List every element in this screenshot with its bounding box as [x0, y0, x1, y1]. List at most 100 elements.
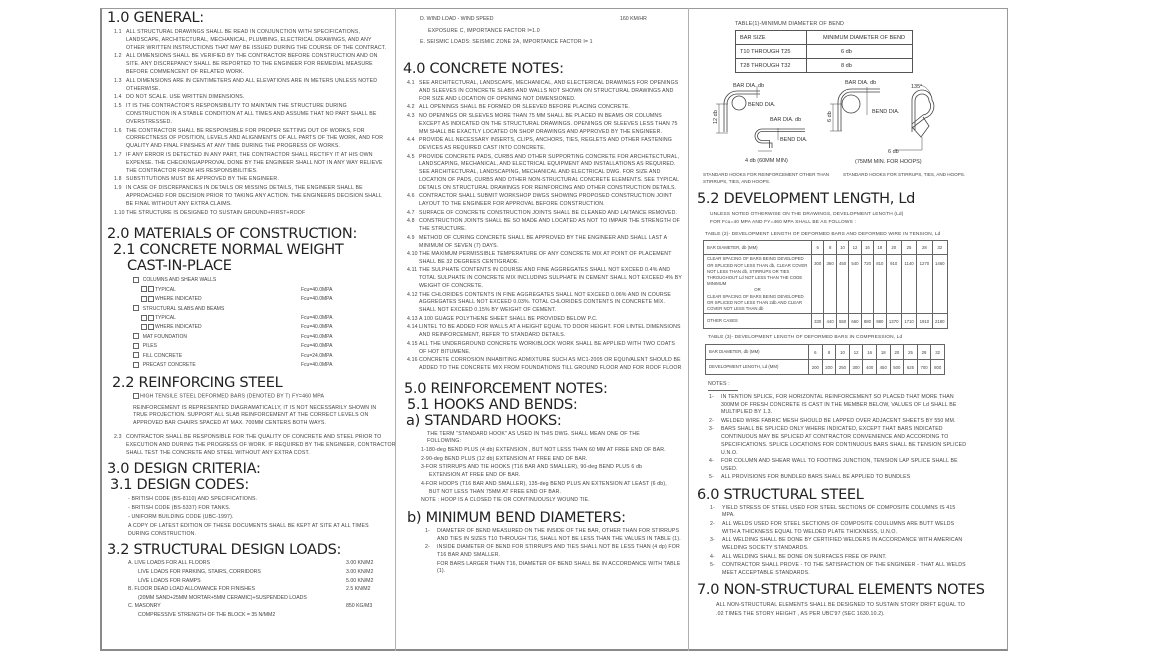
note-number: 1.7	[114, 151, 122, 158]
list-item: 4.11 THE SULPHATE CONTENTS IN COURSE AND …	[401, 267, 683, 290]
list-item: 1.1 ALL STRUCTURAL DRAWINGS SHALL BE READ…	[108, 29, 390, 52]
table-cell: 18	[875, 344, 891, 361]
note-number: 1.2	[114, 53, 122, 60]
list-item: 3- ALL WELDING SHALL BE DONE BY CERTIFIED…	[704, 537, 966, 553]
list-item: 4.8 CONSTRUCTION JOINTS SHALL BE SO MADE …	[401, 218, 683, 234]
note-text: THE SULPHATE CONTENTS IN COURSE AND FINE…	[419, 267, 682, 290]
checkbox-icon	[148, 324, 154, 331]
note-number: 2-	[710, 520, 715, 527]
section-title-concrete-notes: 4.0 CONCRETE NOTES:	[403, 61, 564, 78]
list-item: 4.10THE MAXIMUM PERMISSIBLE TEMPERATURE …	[401, 251, 683, 267]
table-cell: 1710	[900, 313, 918, 330]
material-strength: Fcu=40.0MPA	[301, 324, 333, 331]
checkbox-icon	[133, 352, 139, 359]
load-value: 5.00 KN/M2	[346, 577, 374, 584]
list-item: TYPICAL Fcu=40.0MPA	[133, 314, 383, 323]
note-number: 1.9	[114, 185, 122, 192]
checkbox-icon	[133, 393, 139, 400]
column-3: 5.2 DEVELOPMENT LENGTH, Ld UNLESS NOTED …	[697, 191, 997, 619]
note-text: THE CONTRACTOR SHALL BE RESPONSIBLE FOR …	[126, 127, 384, 150]
note-number: 2.3	[114, 433, 122, 440]
note-number: 1-	[709, 393, 714, 400]
table-cell: 300	[848, 359, 864, 376]
list-item: 4- FOR COLUMN AND SHEAR WALL TO FOOTING J…	[703, 458, 971, 474]
label-12db: 12 db	[713, 110, 719, 124]
list-item: 4.1 SEE ARCHITECTURAL, LANDSCAPE, MECHANI…	[401, 80, 683, 103]
list-item: 1.4 DO NOT SCALE. USE WRITTEN DIMENSIONS.	[108, 94, 390, 102]
material-strength: Fcu=40.0MPA	[301, 296, 333, 303]
note-text: ALL OPENINGS SHALL BE FORMED OR SLEEVED …	[419, 104, 630, 111]
list-item: TYPICAL Fcu=40.0MPA	[133, 286, 383, 295]
table-cell: 550	[835, 313, 850, 330]
note-text: WELDED WIRE FABRIC MESH SHOULD BE LAPPED…	[721, 417, 956, 424]
list-item: - UNIFORM BUILDING CODE (UBC-1997).	[128, 513, 234, 520]
note-number: 1.1	[114, 29, 122, 35]
table-cell: 25	[900, 240, 918, 256]
list-item: - BRITISH CODE (BS-5337) FOR TANKS.	[128, 505, 231, 512]
list-item: MAT FOUNDATION Fcu=40.0MPA	[133, 333, 383, 342]
structural-steel-notes: 1- YIELD STRESS OF STEEL USED FOR STEEL S…	[704, 505, 966, 579]
note-number: 1.3	[114, 77, 122, 84]
note-number: 1-	[425, 527, 430, 534]
table-cell: 910	[885, 254, 902, 315]
table-cell: 28	[916, 344, 932, 361]
subsection-title-standard-hooks: a) STANDARD HOOKS:	[406, 412, 562, 429]
note-number: 1.8	[114, 176, 122, 183]
table-cell: 12	[848, 240, 862, 256]
list-item: 4.14LINTEL TO BE ADDED FOR WALLS AT A HE…	[401, 324, 683, 340]
load-value: 850 KG/M3	[346, 603, 373, 610]
section-title-materials: 2.0 MATERIALS OF CONSTRUCTION:	[107, 226, 358, 243]
note-text: CONCRETE CORROSION INHABITING ADMIXTURE …	[419, 357, 682, 372]
note-text: THE MAXIMUM PERMISSIBLE TEMPERATURE OF A…	[419, 251, 672, 265]
list-item: 4-FOR HOOPS (T16 BAR AND SMALLER), 135-d…	[421, 480, 667, 495]
label-bar-dia: BAR DIA. db	[770, 117, 801, 123]
column-divider	[688, 8, 689, 651]
list-item: 5- CONTRACTOR SHALL PROVE - TO THE SATISF…	[704, 562, 966, 578]
table-cell: 1460	[931, 254, 949, 315]
list-item: 2- INSIDE DIAMETER OF BEND FOR STIRRUPS A…	[419, 544, 681, 560]
note-number: 4.15	[407, 340, 418, 347]
label-135deg: 135°	[911, 84, 922, 90]
note-number: 4.12	[407, 291, 418, 298]
load-value: 3.00 KN/M2	[346, 560, 374, 567]
note-text: YIELD STRESS OF STEEL USED FOR STEEL SEC…	[722, 504, 956, 519]
checkbox-icon	[141, 286, 147, 293]
note-text: ALL DIMENSIONS ARE IN CENTIMETERS AND AL…	[126, 77, 378, 92]
table-cell: 1270	[916, 254, 933, 315]
list-item: 1.5 IT IS THE CONTRACTOR'S RESPONSIBILITY…	[108, 103, 390, 126]
list-item: 4.2 ALL OPENINGS SHALL BE FORMED OR SLEEV…	[401, 104, 683, 112]
note-text: CONTRACTOR SHALL SUBMIT WORKSHOP DWGS SH…	[419, 193, 673, 208]
table-cell: 2180	[931, 313, 949, 330]
note-number: 4-	[709, 457, 714, 464]
list-item: 4.9 METHOD OF CURING CONCRETE SHALL BE AP…	[401, 235, 683, 251]
row-label: CLEAR SPACING OF BARS BEING DEVELOPED OR…	[707, 293, 804, 312]
material-label: TYPICAL	[155, 286, 176, 293]
table2-title: TABLE (2)- DEVELOPMENT LENGTH OF DEFORME…	[705, 231, 941, 237]
note-text: DO NOT SCALE. USE WRITTEN DIMENSIONS.	[126, 94, 245, 101]
design-loads-list: A. LIVE LOADS FOR ALL FLOORS 3.00 KN/M2 LI…	[128, 559, 390, 619]
subsection-title-design-codes: 3.1 DESIGN CODES:	[110, 477, 250, 494]
note-text: ALL PROVISIONS FOR BUNDLED BARS SHALL BE…	[721, 474, 911, 481]
table-cell: DEVELOPMENT LENGTH, Ld (MM)	[705, 359, 809, 376]
table-cell: 200	[821, 359, 837, 376]
steel-grade: HIGH TENSILE STEEL DEFORMED BARS (DENOTE…	[133, 393, 391, 401]
list-item: 4.3 NO OPENINGS OR SLEEVES MORE THAN 75 M…	[401, 113, 683, 136]
list-item: 4.5 PROVIDE CONCRETE PADS, CURBS AND OTHE…	[401, 154, 683, 193]
steel-grade-text: HIGH TENSILE STEEL DEFORMED BARS (DENOTE…	[140, 393, 325, 400]
note-number: 1.10	[114, 209, 125, 216]
table-cell: 8	[821, 344, 837, 361]
table-cell: 660	[848, 313, 862, 330]
note-number: 4-	[710, 553, 715, 560]
load-label: COMPRESSIVE STRENGTH OF THE BLOCK = 35 N…	[138, 611, 276, 618]
table-cell: 880	[860, 313, 875, 330]
list-item: 4.4 PROVIDE ALL NECESSARY INSERTS, CLIPS,…	[401, 137, 683, 153]
row-label-or: OR	[754, 287, 761, 293]
hook-180deg	[754, 128, 805, 148]
label-bar-dia: BAR DIA. db	[733, 83, 764, 89]
note-text: CONTRACTOR SHALL PROVE - TO THE SATISFAC…	[722, 562, 966, 577]
notes-heading: NOTES :	[708, 381, 738, 391]
note-number: 4.2	[407, 104, 415, 111]
note-number: 4.14	[407, 324, 418, 331]
table-cell: 8	[823, 240, 837, 256]
material-label: TYPICAL	[155, 314, 176, 321]
